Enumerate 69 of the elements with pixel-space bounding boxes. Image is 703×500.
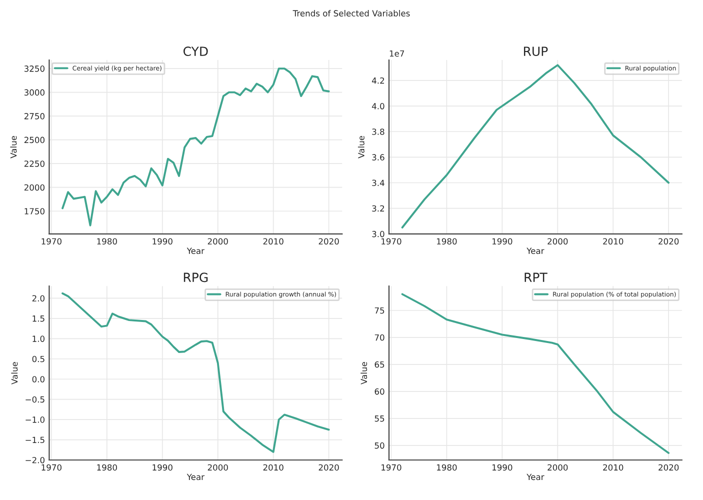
x-tick-label: 1990 xyxy=(152,238,172,245)
x-tick-label: 1980 xyxy=(97,238,117,245)
x-tick-label: 2000 xyxy=(548,238,568,245)
y-tick-label: 50 xyxy=(374,442,384,449)
chart-title: RPG xyxy=(184,272,208,282)
x-tick-label: 2020 xyxy=(658,238,679,245)
y-tick-label: 2750 xyxy=(24,113,44,120)
y-axis-title: Value xyxy=(10,136,17,158)
y-tick-label: 3250 xyxy=(24,66,44,72)
x-tick-label: 2000 xyxy=(208,238,228,245)
y-tick-label: 55 xyxy=(374,416,384,422)
x-tick-label: 2000 xyxy=(548,464,568,471)
y-tick-label: 3.0 xyxy=(372,230,384,238)
x-tick-label: 2010 xyxy=(603,464,624,471)
x-axis-title: Year xyxy=(186,474,204,480)
y-tick-label: 3.6 xyxy=(372,154,384,160)
y-tick-label: 3000 xyxy=(24,89,44,96)
y-tick-label: −2.0 xyxy=(26,456,44,464)
x-tick-label: 1990 xyxy=(492,238,512,245)
y-tick-label: 75 xyxy=(374,307,384,314)
y-tick-label: 2500 xyxy=(24,136,44,144)
y-tick-label: 4.0 xyxy=(372,103,384,110)
x-tick-label: 1970 xyxy=(382,238,402,245)
y-tick-label: 60 xyxy=(374,388,384,395)
line-series xyxy=(62,68,330,226)
chart-title: CYD xyxy=(183,46,208,56)
x-tick-label: 1970 xyxy=(382,464,402,471)
text: 1e7 xyxy=(390,50,404,57)
x-tick-label: 1970 xyxy=(42,238,62,245)
y-tick-label: 3.4 xyxy=(372,180,384,186)
y-axis-title: Value xyxy=(11,362,18,384)
x-tick-label: 1990 xyxy=(492,464,512,471)
y-tick-label: 65 xyxy=(374,361,384,368)
y-tick-label: 1750 xyxy=(24,208,44,214)
y-tick-label: 2250 xyxy=(24,160,44,167)
x-tick-label: 1970 xyxy=(42,464,62,471)
y-tick-label: −0.5 xyxy=(26,396,44,403)
x-axis-title: Year xyxy=(186,248,204,254)
y-tick-label: 2.0 xyxy=(32,295,44,302)
y-tick-label: 0.5 xyxy=(32,356,44,362)
y-tick-label: 70 xyxy=(374,334,384,341)
y-tick-label: −1.5 xyxy=(26,436,44,444)
y-tick-label: 2000 xyxy=(24,184,44,191)
x-tick-label: 1990 xyxy=(152,464,172,471)
x-tick-label: 2020 xyxy=(658,464,679,471)
y-tick-label: 3.8 xyxy=(372,128,384,135)
x-tick-label: 2020 xyxy=(318,464,339,471)
y-axis-title: Value xyxy=(360,362,368,384)
y-tick-label: 1.5 xyxy=(32,316,44,322)
x-tick-label: 2010 xyxy=(263,238,284,245)
text: Trends of Selected Variables xyxy=(292,10,410,16)
x-tick-label: 1980 xyxy=(437,464,457,471)
y-tick-label: 3.2 xyxy=(372,205,384,212)
line-series xyxy=(62,292,330,453)
x-axis-title: Year xyxy=(526,248,544,254)
x-tick-label: 1980 xyxy=(437,238,457,245)
chart-title: RPT xyxy=(524,272,548,282)
y-tick-label: 1.0 xyxy=(32,336,44,342)
x-tick-label: 2000 xyxy=(208,464,228,471)
y-axis-title: Value xyxy=(358,136,364,158)
y-tick-label: 0.0 xyxy=(32,376,44,382)
x-tick-label: 2010 xyxy=(263,464,284,471)
chart-title: RUP xyxy=(524,46,548,56)
x-axis-title: Year xyxy=(526,474,544,480)
x-tick-label: 2010 xyxy=(603,238,624,245)
y-tick-label: 4.2 xyxy=(372,77,384,84)
x-tick-label: 2020 xyxy=(318,238,339,245)
x-tick-label: 1980 xyxy=(97,464,117,471)
y-tick-label: −1.0 xyxy=(26,416,44,423)
